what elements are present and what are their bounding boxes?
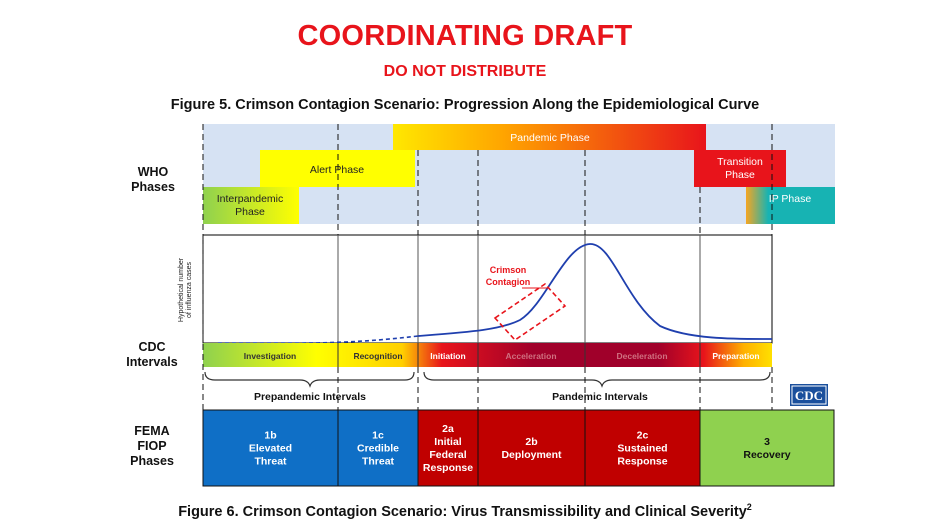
ip-phase-bar [746, 187, 835, 224]
interpandemic-label-line1: Interpandemic [217, 193, 284, 205]
fema-phase-2c-box [584, 409, 701, 487]
cdc-interval-investigation: Investigation [244, 351, 296, 361]
fema-phase-1c-label: Credible [357, 443, 399, 455]
cdc-label-line2: Intervals [126, 355, 178, 369]
fema-phase-2b-box [477, 409, 586, 487]
fema-phase-1c-label: 1c [372, 430, 384, 442]
fema-phase-2b-label: 2b [525, 436, 537, 448]
fema-phase-1b-label: Threat [254, 456, 287, 468]
prepandemic-intervals-label: Prepandemic Intervals [254, 391, 366, 403]
fema-phase-2a-label: Initial [434, 436, 462, 448]
interpandemic-phase-bar [203, 187, 299, 224]
prepandemic-brace [204, 371, 415, 388]
epidemic-curve [417, 243, 773, 340]
who-phases-label: WHO Phases [118, 165, 188, 195]
alert-phase-label: Alert Phase [310, 164, 364, 176]
pandemic-phase-bar [393, 124, 706, 150]
cdc-logo [790, 384, 828, 406]
fema-phase-2b-label: Deployment [501, 449, 562, 461]
cdc-logo-text: CDC [795, 388, 823, 403]
fema-phase-3-label: Recovery [743, 449, 790, 461]
cdc-interval-initiation: Initiation [430, 351, 465, 361]
crimson-contagion-highlight-box [493, 282, 567, 342]
epidemic-curve-prepandemic [218, 335, 419, 344]
fema-label-line3: Phases [130, 454, 174, 468]
crimson-contagion-label-line1: Crimson [490, 265, 527, 275]
fema-phase-2a-box [417, 409, 479, 487]
fema-phase-3-box [699, 409, 835, 487]
crimson-contagion-label-line2: Contagion [486, 277, 531, 287]
pandemic-brace [423, 371, 771, 388]
cdc-interval-deceleration: Deceleration [616, 351, 667, 361]
cdc-intervals-bar [203, 343, 772, 367]
interpandemic-label-line2: Phase [235, 206, 265, 218]
fema-label-line2: FIOP [137, 439, 167, 453]
figure-5-caption: Figure 5. Crimson Contagion Scenario: Pr… [170, 97, 760, 113]
transition-label-line2: Phase [725, 169, 755, 181]
figure-6-caption-text: Figure 6. Crimson Contagion Scenario: Vi… [178, 503, 747, 520]
fema-phase-2c-label: Response [617, 456, 667, 468]
who-label-line2: Phases [131, 180, 175, 194]
fema-phase-1c-label: Threat [362, 456, 395, 468]
cdc-interval-recognition: Recognition [353, 351, 402, 361]
y-axis-label-line1: Hypothetical number [178, 257, 185, 322]
pandemic-phase-label: Pandemic Phase [510, 132, 590, 144]
cdc-interval-acceleration: Acceleration [505, 351, 556, 361]
fema-phases-row: 1bElevatedThreat1cCredibleThreat2aInitia… [202, 409, 835, 487]
who-label-line1: WHO [137, 165, 169, 179]
fema-phase-1b-label: Elevated [249, 443, 292, 455]
y-axis-label-line2: of influenza cases [186, 261, 193, 318]
cdc-intervals-label: CDC Intervals [116, 340, 188, 370]
ip-phase-label: IP Phase [769, 193, 812, 205]
fema-phase-1c-box [337, 409, 419, 487]
fema-phase-2c-label: Sustained [617, 443, 667, 455]
document-subtitle: DO NOT DISTRIBUTE [383, 63, 547, 80]
fema-phase-2c-label: 2c [637, 430, 649, 442]
figure-6-footnote-mark: 2 [746, 502, 752, 512]
fema-label-line1: FEMA [134, 424, 170, 438]
cdc-label-line1: CDC [138, 340, 166, 354]
transition-phase-bar [694, 150, 786, 187]
fema-fiop-phases-label: FEMA FIOP Phases [116, 424, 188, 469]
fema-phase-2a-label: Response [423, 462, 473, 474]
fema-phase-1b-label: 1b [264, 430, 276, 442]
fema-phase-2a-label: 2a [442, 423, 454, 435]
transition-label-line1: Transition [717, 156, 763, 168]
document-title: COORDINATING DRAFT [297, 20, 633, 52]
fema-phase-2a-label: Federal [429, 449, 466, 461]
fema-phase-3-label: 3 [764, 436, 770, 448]
figure-6-caption: Figure 6. Crimson Contagion Scenario: Vi… [0, 502, 930, 520]
curve-area [202, 234, 773, 344]
cdc-interval-preparation: Preparation [712, 351, 759, 361]
fema-phase-1b-box [202, 409, 339, 487]
pandemic-intervals-label: Pandemic Intervals [552, 391, 648, 403]
